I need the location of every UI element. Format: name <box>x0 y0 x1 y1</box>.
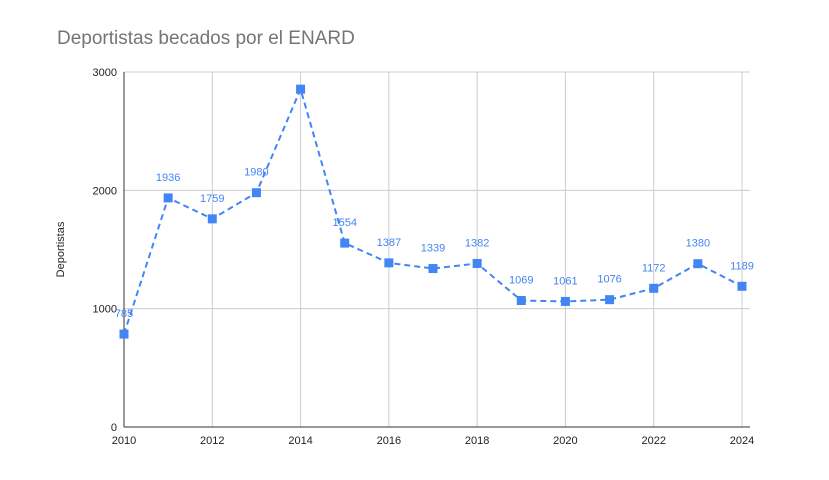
y-tick-label: 2000 <box>93 185 117 197</box>
data-point-marker <box>296 84 306 94</box>
x-tick-label: 2014 <box>288 435 312 447</box>
data-label: 785 <box>115 308 133 320</box>
y-tick-label: 0 <box>111 422 117 434</box>
series-line-path <box>123 88 743 335</box>
data-point-marker <box>693 259 703 269</box>
x-tick-label: 2024 <box>730 435 754 447</box>
data-point-marker <box>163 193 173 203</box>
x-tick-label: 2020 <box>553 435 577 447</box>
data-label: 1189 <box>730 260 754 272</box>
data-label: 1380 <box>686 238 710 250</box>
data-point-marker <box>560 296 570 306</box>
data-label: 1076 <box>597 274 621 286</box>
data-point-marker <box>428 264 438 274</box>
data-label: 1172 <box>642 262 666 274</box>
data-label: 1061 <box>553 275 577 287</box>
data-label: 1759 <box>200 193 224 205</box>
data-label: 1980 <box>244 167 268 179</box>
tick-labels: 0 1000 2000 3000 2010 2012 2014 2016 2018 2020 202… <box>93 67 755 447</box>
data-label: 1339 <box>421 243 445 255</box>
chart-title: Deportistas becados por el ENARD <box>57 28 355 49</box>
data-point-marker <box>207 214 217 224</box>
data-label: 1554 <box>332 217 356 229</box>
data-point-marker <box>251 188 261 198</box>
x-tick-label: 2016 <box>377 435 401 447</box>
data-label: 1387 <box>377 237 401 249</box>
data-label: 1936 <box>156 172 180 184</box>
data-point-marker <box>472 258 482 268</box>
x-tick-label: 2012 <box>200 435 224 447</box>
data-point-marker <box>649 283 659 293</box>
y-tick-label: 1000 <box>93 304 117 316</box>
axes <box>123 72 750 428</box>
data-label: 1382 <box>465 237 489 249</box>
x-tick-label: 2010 <box>112 435 136 447</box>
gridlines <box>124 71 750 427</box>
data-point-marker <box>340 238 350 248</box>
data-point-marker <box>605 295 615 305</box>
data-points <box>119 84 747 339</box>
data-point-marker <box>737 281 747 291</box>
series-line <box>123 88 743 335</box>
data-point-marker <box>516 296 526 306</box>
data-point-marker <box>384 258 394 268</box>
data-point-marker <box>119 329 129 339</box>
x-tick-label: 2022 <box>641 435 665 447</box>
x-tick-label: 2018 <box>465 435 489 447</box>
y-axis-title: Deportistas <box>55 221 67 277</box>
data-labels: 785 1936 1759 1980 1554 1387 1339 1382 1069 1061 1… <box>115 167 754 320</box>
y-tick-label: 3000 <box>93 67 117 79</box>
data-label: 1069 <box>509 275 533 287</box>
